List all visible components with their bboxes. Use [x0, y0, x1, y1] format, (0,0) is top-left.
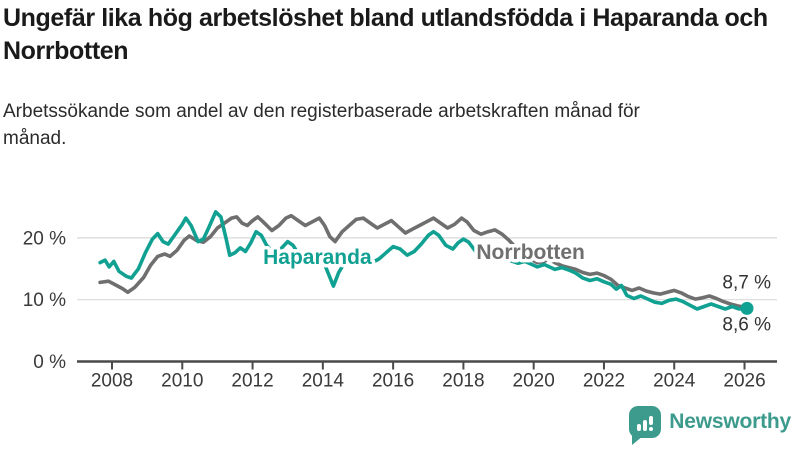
brand-name: Newsworthy	[669, 410, 791, 433]
y-axis-tick-label: 0 %	[33, 352, 66, 373]
newsworthy-logo-link[interactable]: Newsworthy	[629, 406, 791, 445]
exclamation-icon	[649, 416, 654, 431]
bar-chart-icon	[637, 416, 654, 431]
end-value-label-norrbotten: 8,7 %	[722, 273, 771, 294]
series-label-norrbotten: Norrbotten	[476, 241, 585, 264]
page-title: Ungefär lika hög arbetslöshet bland utla…	[3, 4, 768, 65]
end-value-label-haparanda: 8,6 %	[722, 314, 771, 335]
series-label-haparanda: Haparanda	[263, 246, 372, 269]
x-axis-tick-label: 2008	[91, 371, 133, 392]
x-axis-tick-label: 2020	[513, 371, 555, 392]
series-line-norrbotten	[98, 213, 749, 310]
x-axis-tick-label: 2012	[231, 371, 273, 392]
y-axis-tick-label: 20 %	[23, 228, 66, 249]
x-axis-tick-label: 2010	[161, 371, 203, 392]
x-axis-tick-label: 2022	[583, 371, 625, 392]
y-axis-tick-label: 10 %	[23, 290, 66, 311]
series-line-haparanda	[98, 210, 749, 311]
x-axis-tick-label: 2018	[442, 371, 484, 392]
x-axis-tick-label: 2016	[372, 371, 414, 392]
x-axis-tick-label: 2014	[302, 371, 345, 392]
chart-subtitle: Arbetssökande som andel av den registerb…	[3, 101, 640, 149]
series-end-dot-haparanda	[740, 301, 754, 315]
x-axis-tick-label: 2024	[653, 371, 696, 392]
newsworthy-logo-icon	[629, 406, 662, 445]
x-axis-tick-label: 2026	[723, 371, 765, 392]
